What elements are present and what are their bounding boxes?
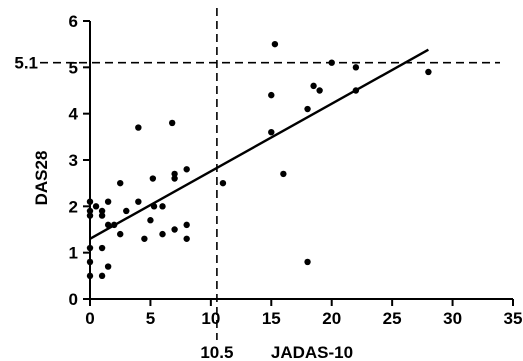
- data-point: [316, 87, 323, 94]
- data-point: [183, 166, 190, 173]
- data-point: [268, 91, 275, 99]
- data-point: [304, 258, 311, 266]
- data-point: [352, 64, 360, 71]
- data-point: [171, 226, 178, 233]
- data-point: [183, 221, 190, 229]
- data-point: [86, 272, 94, 280]
- y-tick-label: 2: [69, 197, 78, 216]
- data-point: [219, 179, 227, 187]
- y-tick-label: 4: [69, 105, 79, 124]
- labels: JADAS-10 DAS28 10.5 5.1: [14, 54, 353, 361]
- data-point: [86, 207, 94, 215]
- data-point: [280, 170, 287, 178]
- y-tick-label: 0: [69, 290, 78, 309]
- data-point: [141, 235, 148, 242]
- data-point: [159, 230, 166, 238]
- data-point: [98, 207, 106, 215]
- data-point: [104, 198, 112, 205]
- y-tick-label: 1: [69, 244, 78, 263]
- y-axis-title: DAS28: [32, 151, 51, 206]
- data-point: [268, 129, 275, 136]
- x-axis-title: JADAS-10: [271, 343, 353, 361]
- x-tick-label: 30: [443, 309, 462, 328]
- data-point: [271, 40, 279, 48]
- data-point: [98, 244, 106, 252]
- data-point: [304, 105, 311, 113]
- data-point: [104, 263, 112, 270]
- x-tick-label: 10: [201, 309, 220, 328]
- data-point: [86, 212, 94, 219]
- data-point: [86, 258, 94, 266]
- horizontal-reference-label: 5.1: [14, 54, 38, 73]
- axes: 0 1 2 3 4 5 6 0 5 10 15 20 25 30 35: [69, 12, 523, 328]
- data-point: [98, 212, 106, 219]
- x-tick-label: 0: [85, 309, 94, 328]
- vertical-reference-label: 10.5: [200, 343, 233, 361]
- y-tick-label: 5: [69, 58, 78, 77]
- data-point: [310, 82, 317, 90]
- data-points: [86, 40, 432, 280]
- data-point: [86, 198, 94, 205]
- data-point: [123, 207, 130, 215]
- data-point: [159, 203, 166, 210]
- data-point: [98, 272, 106, 280]
- data-point: [183, 235, 190, 242]
- data-point: [425, 68, 432, 76]
- y-tick-label: 6: [69, 12, 78, 31]
- data-point: [117, 179, 124, 187]
- x-tick-label: 20: [322, 309, 341, 328]
- data-point: [135, 198, 142, 205]
- trend-line: [89, 48, 429, 240]
- data-point: [86, 244, 94, 252]
- data-point: [171, 170, 178, 178]
- x-tick-label: 25: [383, 309, 402, 328]
- reference-lines: [40, 8, 500, 340]
- data-point: [168, 119, 176, 127]
- data-point: [147, 217, 154, 224]
- data-point: [92, 203, 100, 210]
- trend-line-group: [89, 48, 429, 240]
- data-point: [328, 59, 335, 66]
- x-tick-label: 35: [504, 309, 523, 328]
- x-tick-label: 15: [262, 309, 281, 328]
- data-point: [149, 175, 157, 182]
- y-tick-label: 3: [69, 151, 78, 170]
- data-point: [117, 230, 124, 238]
- data-point: [171, 175, 178, 182]
- data-point: [135, 124, 142, 131]
- x-tick-label: 5: [146, 309, 155, 328]
